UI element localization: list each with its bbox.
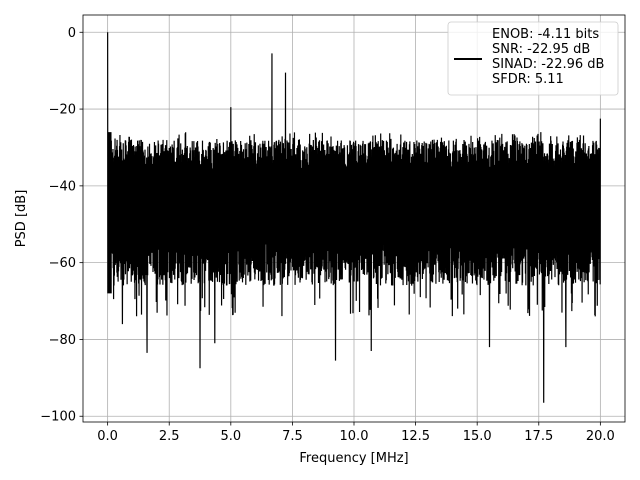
x-tick-label: 7.5 (282, 429, 303, 444)
y-tick-label: −100 (40, 410, 76, 425)
x-tick-label: 5.0 (220, 429, 241, 444)
legend-box (447, 21, 619, 96)
y-tick-label: −40 (49, 179, 76, 194)
legend: ENOB: -4.11 bits SNR: -22.95 dB SINAD: -… (447, 21, 619, 96)
x-tick-label: 17.5 (524, 429, 553, 444)
legend-line-sinad: SINAD: -22.96 dB (492, 57, 604, 72)
x-tick-label: 10.0 (340, 429, 369, 444)
psd-trace (107, 32, 601, 403)
tick-layer: 0.0 2.5 5.0 7.5 10.0 12.5 15.0 17.5 20.0 0 −20 −40 −… (40, 26, 615, 444)
y-tick-label: −80 (49, 333, 76, 348)
y-axis-label: PSD [dB] (14, 190, 29, 248)
x-tick-label: 20.0 (586, 429, 615, 444)
y-tick-label: 0 (68, 26, 76, 41)
x-tick-label: 15.0 (463, 429, 492, 444)
psd-trace-layer (107, 32, 601, 403)
legend-line-sfdr: SFDR: 5.11 (492, 72, 564, 87)
legend-line-enob: ENOB: -4.11 bits (492, 27, 599, 42)
x-axis-label: Frequency [MHz] (299, 451, 408, 466)
y-tick-label: −60 (49, 256, 76, 271)
x-tick-label: 2.5 (159, 429, 180, 444)
y-tick-label: −20 (49, 103, 76, 118)
x-tick-label: 12.5 (401, 429, 430, 444)
legend-line-snr: SNR: -22.95 dB (492, 42, 590, 57)
x-tick-label: 0.0 (97, 429, 118, 444)
